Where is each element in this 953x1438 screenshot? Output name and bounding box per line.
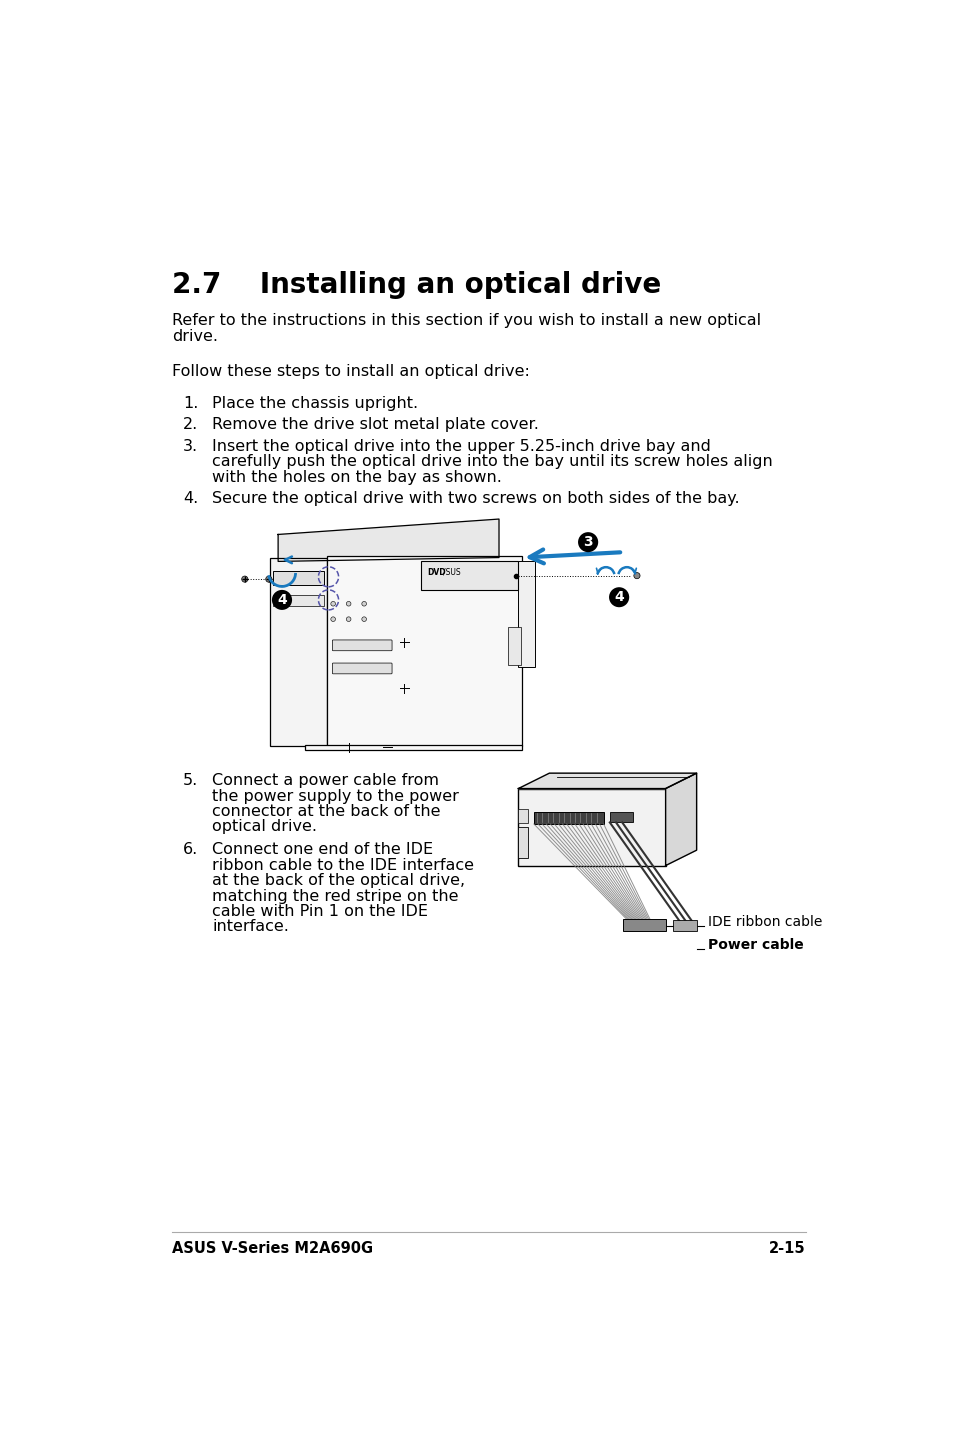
Bar (517, 827, 527, 858)
Bar (517, 561, 535, 667)
Bar (421, 561, 517, 590)
Polygon shape (278, 519, 498, 561)
Bar (305, 745, 521, 751)
Bar (622, 919, 665, 930)
Text: 3: 3 (582, 535, 593, 549)
Text: Place the chassis upright.: Place the chassis upright. (212, 395, 418, 411)
Circle shape (633, 572, 639, 578)
Text: 4.: 4. (183, 492, 198, 506)
Circle shape (361, 601, 366, 605)
Circle shape (578, 532, 598, 552)
Text: Remove the drive slot metal plate cover.: Remove the drive slot metal plate cover. (212, 417, 538, 433)
Text: ASUS V-Series M2A690G: ASUS V-Series M2A690G (172, 1241, 373, 1257)
Text: 4: 4 (614, 590, 623, 604)
Text: Power cable: Power cable (707, 938, 803, 952)
Circle shape (331, 617, 335, 621)
Text: 2.7    Installing an optical drive: 2.7 Installing an optical drive (172, 272, 660, 299)
Bar (534, 811, 603, 824)
Text: ribbon cable to the IDE interface: ribbon cable to the IDE interface (212, 858, 474, 873)
Circle shape (346, 617, 351, 621)
Text: /SUS: /SUS (443, 568, 460, 577)
Text: interface.: interface. (212, 919, 289, 935)
Text: 2-15: 2-15 (768, 1241, 805, 1257)
Text: at the back of the optical drive,: at the back of the optical drive, (212, 873, 465, 889)
Text: Follow these steps to install an optical drive:: Follow these steps to install an optical… (172, 364, 529, 378)
FancyBboxPatch shape (332, 640, 392, 651)
Text: 4: 4 (276, 592, 287, 607)
Bar (517, 810, 527, 823)
Bar (327, 557, 521, 746)
FancyBboxPatch shape (332, 663, 392, 674)
Polygon shape (665, 774, 696, 866)
Text: carefully push the optical drive into the bay until its screw holes align: carefully push the optical drive into th… (212, 454, 772, 469)
Text: 5.: 5. (183, 774, 198, 788)
Circle shape (272, 590, 292, 610)
Text: DVD: DVD (427, 568, 446, 577)
Text: 2.: 2. (183, 417, 198, 433)
Text: cable with Pin 1 on the IDE: cable with Pin 1 on the IDE (212, 905, 428, 919)
Text: Insert the optical drive into the upper 5.25-inch drive bay and: Insert the optical drive into the upper … (212, 439, 710, 454)
Polygon shape (517, 774, 696, 788)
Text: the power supply to the power: the power supply to the power (212, 788, 458, 804)
Text: with the holes on the bay as shown.: with the holes on the bay as shown. (212, 470, 501, 485)
Circle shape (241, 577, 248, 582)
Circle shape (266, 577, 272, 582)
Bar (609, 811, 633, 823)
Text: 6.: 6. (183, 843, 198, 857)
Bar (673, 920, 696, 930)
Text: IDE ribbon cable: IDE ribbon cable (707, 915, 821, 929)
Text: Refer to the instructions in this section if you wish to install a new optical: Refer to the instructions in this sectio… (172, 313, 760, 328)
Text: drive.: drive. (172, 329, 217, 344)
Text: optical drive.: optical drive. (212, 820, 317, 834)
Text: connector at the back of the: connector at the back of the (212, 804, 440, 820)
Circle shape (361, 617, 366, 621)
Text: Connect one end of the IDE: Connect one end of the IDE (212, 843, 433, 857)
Bar (508, 627, 520, 666)
Bar (274, 595, 323, 605)
Circle shape (346, 601, 351, 605)
Text: Secure the optical drive with two screws on both sides of the bay.: Secure the optical drive with two screws… (212, 492, 740, 506)
Text: 1.: 1. (183, 395, 198, 411)
Text: 3.: 3. (183, 439, 197, 454)
Bar (270, 558, 327, 746)
Text: matching the red stripe on the: matching the red stripe on the (212, 889, 458, 903)
Bar (517, 788, 665, 866)
Text: Connect a power cable from: Connect a power cable from (212, 774, 438, 788)
Circle shape (608, 587, 629, 607)
Bar (274, 571, 323, 584)
Circle shape (331, 601, 335, 605)
